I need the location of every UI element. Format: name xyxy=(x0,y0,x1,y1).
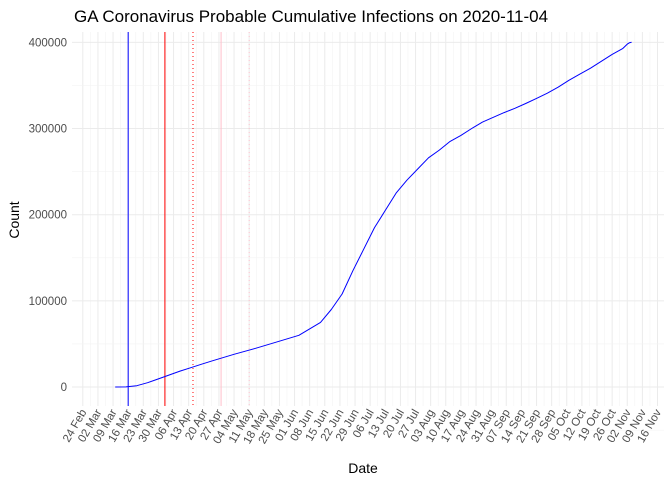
series-line-0 xyxy=(115,41,632,388)
reference-lines xyxy=(127,32,250,406)
y-tick-label: 0 xyxy=(61,382,67,394)
y-tick-label: 300000 xyxy=(29,124,67,136)
chart-title: GA Coronavirus Probable Cumulative Infec… xyxy=(74,7,548,26)
y-tick-label: 400000 xyxy=(29,37,67,49)
y-axis-title: Count xyxy=(6,201,22,238)
x-axis-title: Date xyxy=(348,460,378,476)
y-axis-ticks: 0 100000 200000 300000 400000 xyxy=(29,37,67,394)
y-tick-label: 100000 xyxy=(29,296,67,308)
y-tick-label: 200000 xyxy=(29,210,67,222)
series xyxy=(115,41,632,388)
grid xyxy=(72,32,664,431)
